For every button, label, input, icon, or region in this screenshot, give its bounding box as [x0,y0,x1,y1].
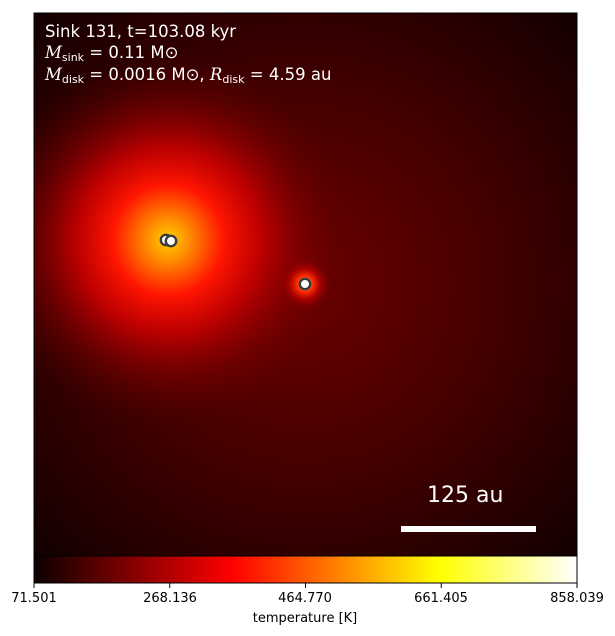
sink-mass-value: 0.11 [108,43,146,62]
colorbar [34,556,577,583]
colorbar-tick-5: 858.039 [550,591,604,606]
colorbar-label: temperature [K] [252,611,358,626]
disk-radius-value: 4.59 [268,65,306,84]
msun-symbol-2: M⊙ [171,65,200,84]
colorbar-tick-4: 661.405 [414,591,468,606]
sink-title: Sink 131, t=103.08 kyr [45,22,237,41]
sink-mass: Msink = 0.11 M⊙ [45,43,179,64]
colorbar-tick-2: 268.136 [143,591,197,606]
disk-mass-value: 0.0016 [108,65,167,84]
sink-markers [159,233,312,291]
msun-symbol: M⊙ [150,43,179,62]
sink-c-marker [298,277,312,291]
disk-properties: Mdisk = 0.0016 M⊙, Rdisk = 4.59 au [45,65,332,86]
colorbar-tick-1: 71.501 [11,591,57,606]
colorbar-tick-3: 464.770 [278,591,332,606]
scale-bar [401,526,536,532]
colorbar-ticks [33,583,578,588]
scale-bar-label: 125 au [427,483,504,508]
disk-radius-unit: au [310,65,332,84]
sink-b-marker [164,234,178,248]
temperature-map [34,13,577,556]
